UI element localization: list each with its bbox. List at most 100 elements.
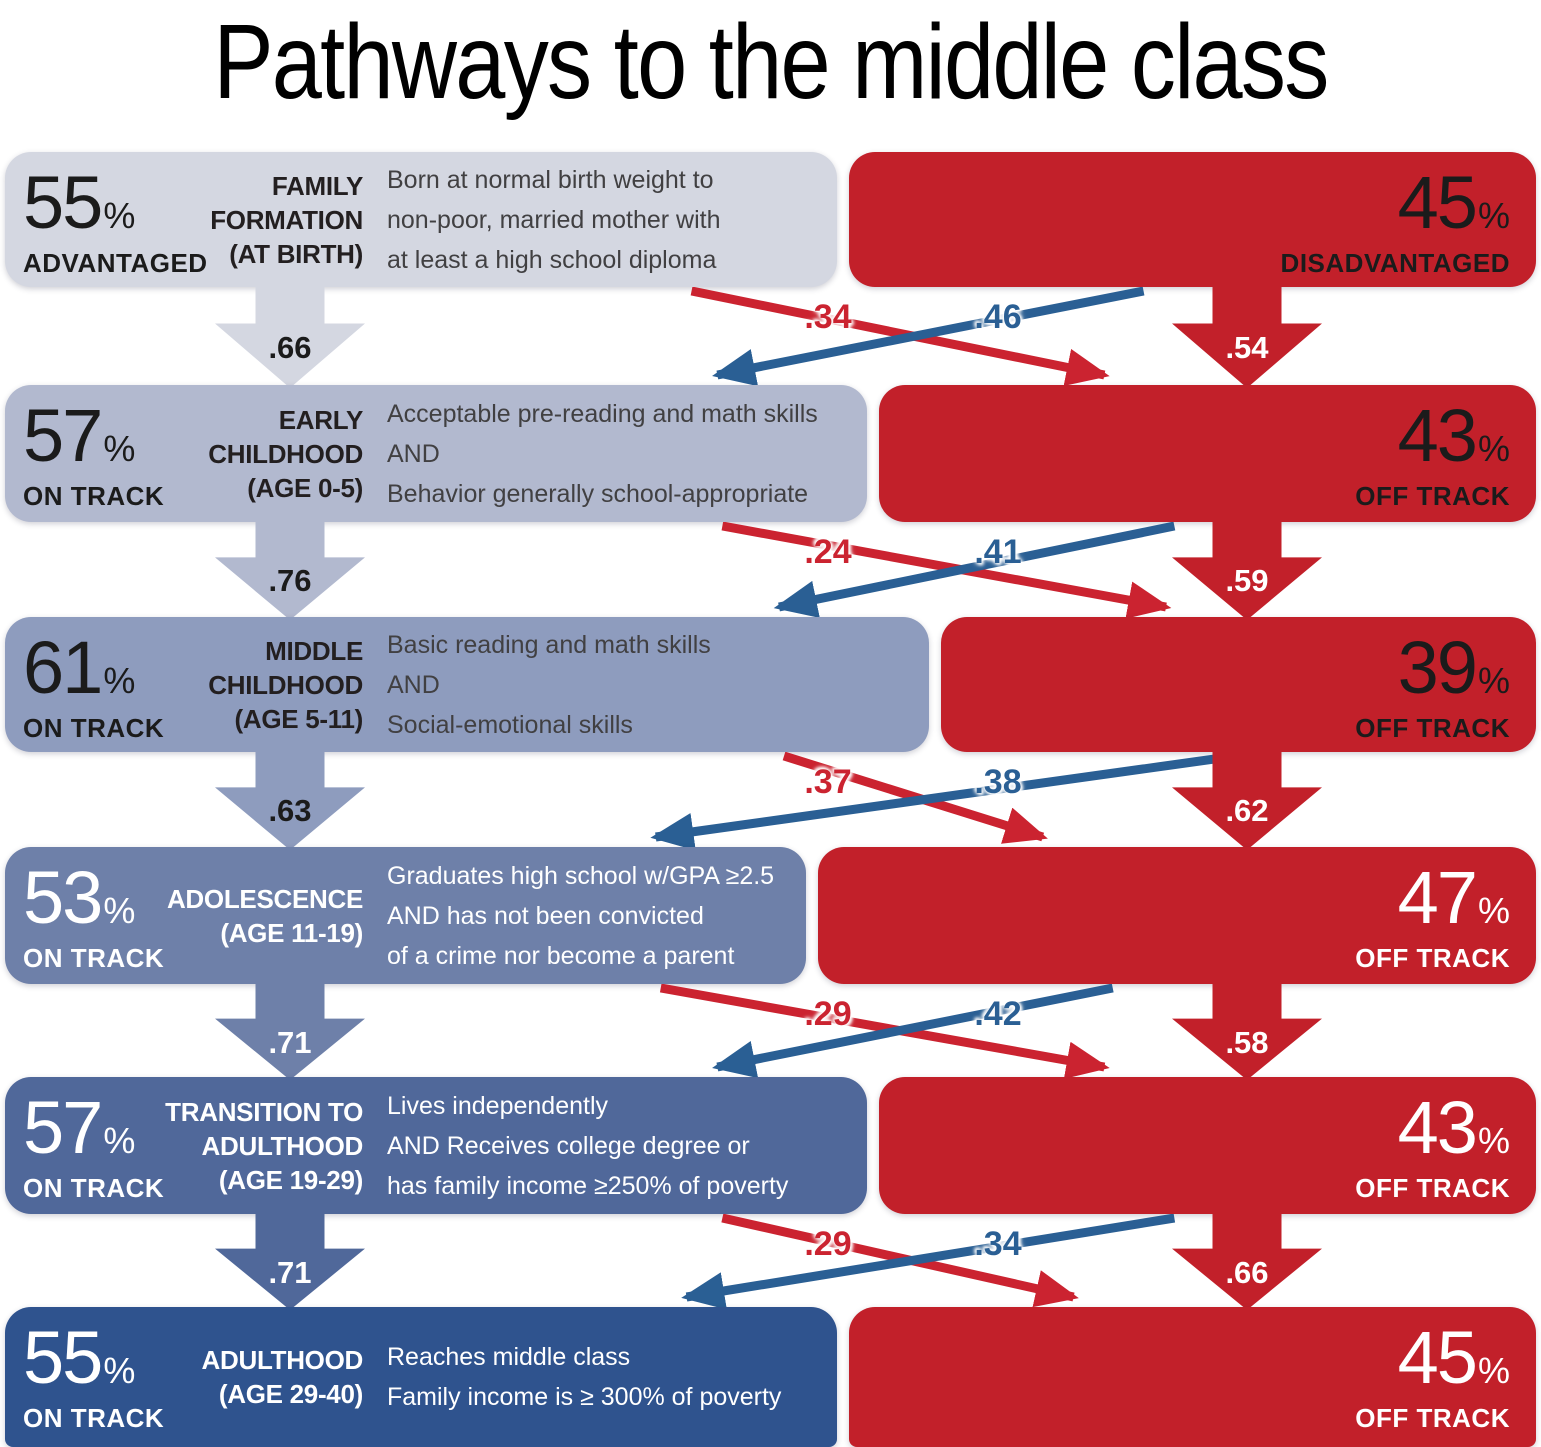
stage-row-transition-to-adulthood: 57% ON TRACK TRANSITION TO ADULTHOOD (AG… [0,1077,1541,1214]
off-to-on-probability: .46 [974,298,1022,336]
stay-on-track-probability: .63 [268,793,312,829]
on-track-status-label: ON TRACK [23,481,165,511]
on-track-box: 55% ON TRACK ADULTHOOD (AGE 29-40) Reach… [5,1307,837,1447]
stay-on-track-probability: .76 [268,563,312,599]
off-track-stat: 43% OFF TRACK [1355,1091,1510,1202]
on-track-percent: 55 [23,161,103,244]
on-to-off-arrow [721,1214,1079,1307]
stage-name: MIDDLE CHILDHOOD (AGE 5-11) [208,635,363,734]
on-track-box: 57% ON TRACK EARLY CHILDHOOD (AGE 0-5) A… [5,385,868,522]
stage-name: TRANSITION TO ADULTHOOD (AGE 19-29) [165,1096,363,1195]
on-track-box: 57% ON TRACK TRANSITION TO ADULTHOOD (AG… [5,1077,868,1214]
off-track-box: 43% OFF TRACK [879,385,1536,522]
crossover-arrows [650,752,1237,847]
stay-off-track-probability: .59 [1225,563,1269,599]
off-track-stat: 39% OFF TRACK [1355,631,1510,743]
stay-on-track-probability: .71 [268,1254,312,1290]
on-track-stat: 55% ON TRACK [23,1321,165,1433]
percent-sign: % [1477,428,1510,469]
on-track-box: 53% ON TRACK ADOLESCENCE (AGE 11-19) Gra… [5,847,806,984]
on-track-status-label: ON TRACK [23,943,165,973]
stage-row-middle-childhood: 61% ON TRACK MIDDLE CHILDHOOD (AGE 5-11)… [0,617,1541,752]
percent-sign: % [103,1120,136,1161]
percent-sign: % [1477,1350,1510,1391]
percent-sign: % [103,660,136,701]
crossover-arrows [659,984,1114,1077]
off-track-status-label: OFF TRACK [1355,713,1510,743]
stage-row-early-childhood: 57% ON TRACK EARLY CHILDHOOD (AGE 0-5) A… [0,385,1541,522]
percent-sign: % [103,428,136,469]
on-track-stat: 57% ON TRACK [23,1091,165,1203]
off-track-percent: 43 [1397,394,1478,477]
stage-name: FAMILY FORMATION (AT BIRTH) [210,170,363,269]
off-track-box: 45% DISADVANTAGED [848,152,1536,287]
off-track-box: 47% OFF TRACK [817,847,1536,984]
on-track-stat: 55% ADVANTAGED [23,166,208,278]
on-to-off-probability: .34 [804,298,852,336]
on-track-stat: 53% ON TRACK [23,861,165,973]
stage-criteria: Basic reading and math skills AND Social… [387,630,711,739]
stage-name: ADOLESCENCE (AGE 11-19) [166,883,363,948]
off-to-on-probability: .38 [974,763,1022,801]
off-track-box: 39% OFF TRACK [941,617,1536,752]
page-title: Pathways to the middle class [213,3,1329,121]
off-to-on-arrow [712,984,1114,1077]
stage-name: EARLY CHILDHOOD (AGE 0-5) [208,404,363,503]
on-track-stat: 61% ON TRACK [23,631,165,743]
off-to-on-arrow [712,287,1145,385]
stay-on-track-probability: .66 [268,329,312,365]
off-track-status-label: OFF TRACK [1355,943,1510,973]
on-to-off-arrow [659,984,1110,1077]
stage-row-adolescence: 53% ON TRACK ADOLESCENCE (AGE 11-19) Gra… [0,847,1541,984]
on-to-off-arrow [690,287,1110,385]
percent-sign: % [1477,1120,1510,1161]
stay-off-track-probability: .66 [1225,1254,1269,1290]
on-track-status-label: ON TRACK [23,1173,165,1203]
on-track-percent: 53 [23,856,103,939]
off-track-box: 45% OFF TRACK [848,1307,1536,1447]
stage-criteria: Graduates high school w/GPA ≥2.5 AND has… [387,861,775,970]
on-track-box: 55% ADVANTAGED FAMILY FORMATION (AT BIRT… [5,152,837,287]
off-track-status-label: OFF TRACK [1355,481,1510,511]
on-track-percent: 55 [23,1316,103,1399]
percent-sign: % [103,1350,136,1391]
percent-sign: % [1477,890,1510,931]
on-track-box: 61% ON TRACK MIDDLE CHILDHOOD (AGE 5-11)… [5,617,929,752]
off-to-on-arrow [681,1214,1176,1307]
percent-sign: % [103,890,136,931]
on-track-status-label: ON TRACK [23,1403,165,1433]
transition-zone: .66 .54 .34 .46 [0,284,1541,388]
off-track-status-label: DISADVANTAGED [1280,248,1510,278]
on-to-off-probability: .24 [804,533,852,571]
on-track-percent: 61 [23,626,103,709]
percent-sign: % [1477,660,1510,701]
percent-sign: % [1477,195,1510,236]
crossover-arrows [690,287,1145,385]
on-track-stat: 57% ON TRACK [23,399,165,511]
on-track-status-label: ADVANTAGED [23,248,208,278]
transition-zone: .71 .66 .29 .34 [0,1211,1541,1310]
stage-criteria: Lives independently AND Receives college… [387,1091,789,1200]
off-track-box: 43% OFF TRACK [879,1077,1536,1214]
on-to-off-probability: .37 [804,763,852,801]
stage-row-adulthood: 55% ON TRACK ADULTHOOD (AGE 29-40) Reach… [0,1307,1541,1447]
stage-criteria: Reaches middle class Family income is ≥ … [387,1343,782,1411]
on-track-percent: 57 [23,1086,103,1169]
off-track-stat: 43% OFF TRACK [1355,399,1510,511]
stage-row-family-formation: 55% ADVANTAGED FAMILY FORMATION (AT BIRT… [0,152,1541,287]
off-to-on-probability: .41 [974,533,1022,571]
stay-off-track-probability: .62 [1225,793,1269,829]
off-track-percent: 45 [1397,1316,1478,1399]
off-to-on-probability: .42 [974,995,1022,1033]
stay-on-track-probability: .71 [268,1024,312,1060]
off-track-percent: 45 [1397,161,1478,244]
stage-criteria: Born at normal birth weight to non-poor,… [387,165,721,274]
transition-zone: .76 .59 .24 .41 [0,519,1541,620]
crossover-arrows [681,1214,1176,1307]
stage-criteria: Acceptable pre-reading and math skills A… [387,399,818,508]
on-to-off-arrow [721,522,1172,617]
off-to-on-arrow [773,522,1176,617]
on-track-percent: 57 [23,394,103,477]
on-track-status-label: ON TRACK [23,713,165,743]
